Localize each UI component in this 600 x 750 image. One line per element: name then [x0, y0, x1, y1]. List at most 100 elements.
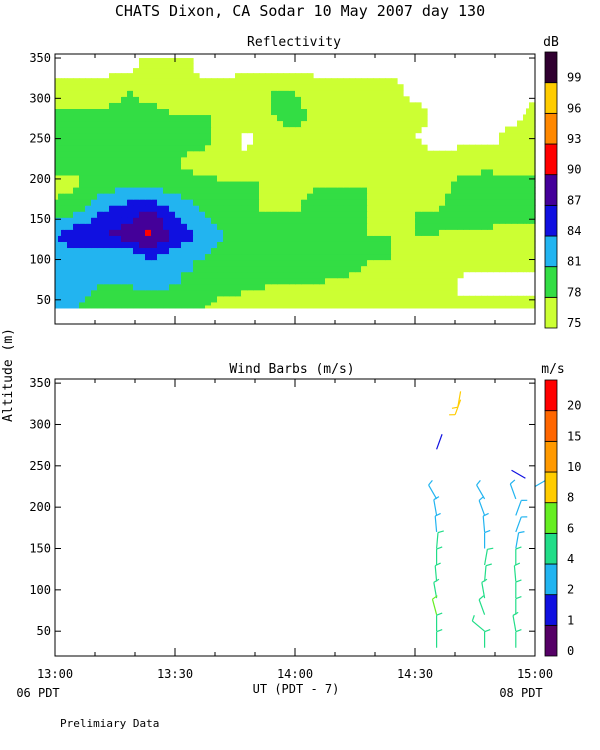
reflectivity-cell [79, 265, 86, 273]
reflectivity-cell [169, 96, 176, 103]
reflectivity-cell [58, 265, 62, 273]
reflectivity-cell [187, 120, 194, 128]
reflectivity-cell [379, 247, 386, 255]
reflectivity-cell [55, 304, 59, 309]
x-tick-label: 13:00 [37, 667, 73, 681]
reflectivity-cell [199, 180, 206, 188]
reflectivity-cell [73, 138, 80, 146]
reflectivity-cell [109, 283, 116, 291]
reflectivity-cell [391, 180, 398, 188]
reflectivity-cell [157, 298, 164, 303]
reflectivity-cell [211, 265, 218, 273]
reflectivity-cell [169, 211, 176, 218]
reflectivity-cell [193, 241, 200, 249]
reflectivity-cell [67, 138, 74, 146]
reflectivity-cell [265, 78, 272, 85]
reflectivity-cell [193, 229, 200, 236]
reflectivity-cell [193, 150, 200, 158]
reflectivity-cell [532, 298, 536, 303]
reflectivity-cell [397, 223, 404, 230]
reflectivity-cell [64, 126, 68, 134]
colorbar-swatch [544, 532, 558, 565]
reflectivity-cell [355, 211, 362, 218]
reflectivity-cell [265, 84, 272, 91]
reflectivity-cell [271, 223, 278, 230]
reflectivity-cell [55, 156, 59, 164]
reflectivity-cell [229, 277, 236, 285]
reflectivity-cell [97, 283, 104, 291]
reflectivity-cell [325, 180, 332, 188]
reflectivity-cell [175, 241, 182, 249]
reflectivity-cell [139, 235, 146, 242]
reflectivity-cell [187, 271, 194, 279]
reflectivity-cell [409, 168, 416, 176]
reflectivity-cell [115, 108, 122, 116]
reflectivity-cell [307, 114, 314, 122]
colorbar-tick-label: 84 [567, 224, 581, 238]
reflectivity-cell [481, 223, 488, 230]
reflectivity-cell [115, 84, 122, 91]
reflectivity-cell [145, 229, 152, 236]
reflectivity-cell [85, 271, 92, 279]
reflectivity-cell [145, 108, 152, 116]
reflectivity-cell [157, 283, 164, 291]
reflectivity-cell [277, 73, 284, 79]
reflectivity-cell [325, 156, 332, 164]
reflectivity-cell [205, 223, 212, 230]
reflectivity-cell [151, 241, 158, 249]
reflectivity-cell [61, 283, 65, 291]
reflectivity-cell [331, 180, 338, 188]
reflectivity-cell [445, 289, 452, 297]
reflectivity-cell [217, 132, 224, 140]
reflectivity-cell [373, 304, 380, 309]
reflectivity-cell [532, 304, 536, 309]
reflectivity-cell [58, 211, 62, 218]
reflectivity-cell [139, 265, 146, 273]
wind-barb [484, 547, 494, 566]
reflectivity-cell [361, 241, 368, 249]
reflectivity-cell [523, 144, 527, 152]
reflectivity-cell [289, 289, 296, 297]
reflectivity-cell [391, 168, 398, 176]
reflectivity-cell [529, 102, 533, 109]
reflectivity-cell [109, 223, 116, 230]
reflectivity-cell [271, 193, 278, 200]
reflectivity-cell [523, 168, 527, 176]
reflectivity-cell [289, 301, 296, 306]
reflectivity-cell [235, 247, 242, 255]
reflectivity-cell [307, 90, 314, 97]
reflectivity-cell [163, 126, 170, 134]
reflectivity-cell [271, 199, 278, 206]
reflectivity-cell [181, 301, 188, 306]
reflectivity-cell [205, 90, 212, 97]
reflectivity-cell [235, 162, 242, 170]
reflectivity-cell [499, 265, 506, 273]
reflectivity-cell [157, 114, 164, 122]
reflectivity-cell [301, 84, 308, 91]
reflectivity-cell [451, 277, 458, 285]
reflectivity-cell [91, 138, 98, 146]
reflectivity-cell [235, 84, 242, 91]
reflectivity-cell [277, 241, 284, 249]
reflectivity-cell [163, 186, 170, 194]
reflectivity-cell [193, 295, 200, 300]
reflectivity-cell [289, 120, 296, 128]
reflectivity-cell [487, 247, 494, 255]
reflectivity-cell [379, 301, 386, 306]
reflectivity-cell [193, 186, 200, 194]
reflectivity-cell [397, 304, 404, 309]
reflectivity-cell [91, 289, 98, 297]
reflectivity-cell [289, 156, 296, 164]
reflectivity-cell [391, 150, 398, 158]
reflectivity-cell [139, 193, 146, 200]
reflectivity-cell [73, 229, 80, 236]
reflectivity-cell [139, 84, 146, 91]
reflectivity-cell [421, 162, 428, 170]
reflectivity-cell [253, 78, 260, 85]
reflectivity-cell [301, 156, 308, 164]
reflectivity-cell [277, 265, 284, 273]
reflectivity-cell [331, 298, 338, 303]
reflectivity-cell [91, 277, 98, 285]
reflectivity-cell [151, 156, 158, 164]
